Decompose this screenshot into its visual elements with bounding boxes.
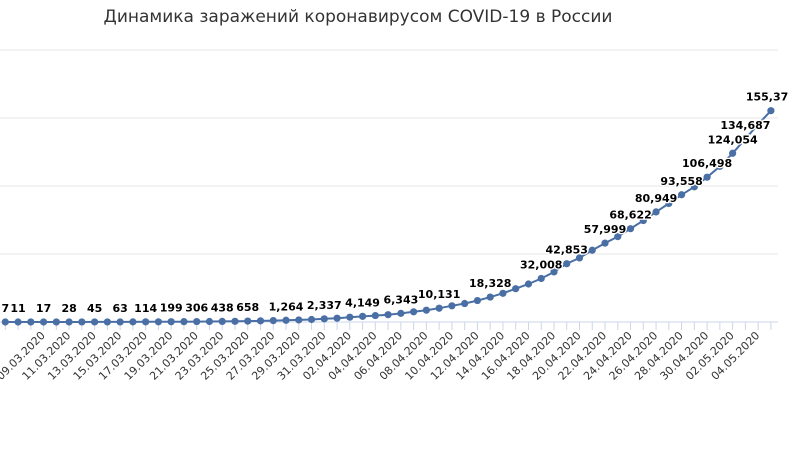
data-point [180,318,188,326]
data-point [346,313,354,321]
data-point [767,107,775,115]
data-label: 7 [1,302,9,315]
data-point [601,239,609,247]
data-point [754,120,762,129]
data-point [27,318,35,326]
data-label: 438 [211,301,234,314]
data-point [167,318,175,326]
data-point [665,199,673,208]
data-point [1,318,9,326]
data-point [422,306,430,314]
data-label: 106,498 [682,157,732,170]
data-label: 80,949 [635,192,677,205]
data-point [116,318,124,326]
data-label: 134,687 [720,119,770,132]
data-point [626,225,635,233]
data-label: 4,149 [345,296,380,309]
data-label: 17 [36,302,51,315]
data-point [512,285,520,293]
data-point [231,317,239,325]
data-label: 124,054 [708,133,758,146]
data-label: 68,622 [609,209,651,222]
series-line [5,110,772,323]
chart-title: Динамика заражений коронавирусом COVID-1… [104,7,613,27]
data-label: 6,343 [383,293,418,306]
data-point [371,311,379,320]
data-point [269,316,277,325]
data-point [435,304,443,312]
data-label: 18,328 [469,277,511,290]
data-point [320,315,328,323]
data-point [39,318,48,326]
data-point [499,289,507,297]
data-point [410,308,418,316]
data-point [307,315,316,324]
data-point [52,318,60,326]
data-label: 1,264 [269,300,304,313]
data-point [537,274,545,283]
data-point [524,280,533,288]
data-label: 306 [185,302,208,315]
data-point [397,309,405,317]
data-point [614,233,622,241]
data-point [448,302,456,310]
data-label: 2,337 [307,299,342,312]
data-point [14,318,22,326]
data-point [244,317,252,325]
data-point [193,317,201,326]
data-label: 42,853 [546,244,588,257]
data-label: 155,370 [746,91,788,104]
data-label: 114 [134,302,157,315]
data-label: 11 [10,302,25,315]
data-point [384,311,392,319]
data-label: 10,131 [418,288,460,301]
data-point [729,149,737,157]
data-label: 199 [160,302,183,315]
data-point [461,299,469,308]
data-point [218,317,226,326]
data-label: 93,558 [660,175,702,188]
data-point [639,216,647,225]
data-label: 63 [112,302,127,315]
data-point [703,173,711,181]
data-point [563,260,571,268]
data-label: 57,999 [584,223,626,236]
data-point [652,208,660,216]
data-point [154,318,163,326]
data-point [256,317,265,325]
data-point [295,316,303,324]
data-label: 32,008 [520,258,562,271]
data-point [205,317,214,326]
data-point [575,254,584,262]
data-label: 45 [87,302,102,315]
data-point [129,318,137,326]
data-point [588,246,596,254]
data-point [91,318,99,326]
data-point [741,135,749,143]
data-point [550,268,558,276]
data-point [486,293,494,301]
data-label: 28 [61,302,76,315]
data-point [677,191,686,199]
data-point [78,318,86,326]
data-point [690,183,698,191]
data-point [103,318,111,326]
data-point [142,318,150,326]
data-point [333,314,341,322]
data-point [65,318,73,326]
data-point [358,312,367,320]
data-label: 658 [236,301,259,314]
data-point [473,296,482,305]
data-point [282,316,290,324]
data-point [716,162,724,170]
